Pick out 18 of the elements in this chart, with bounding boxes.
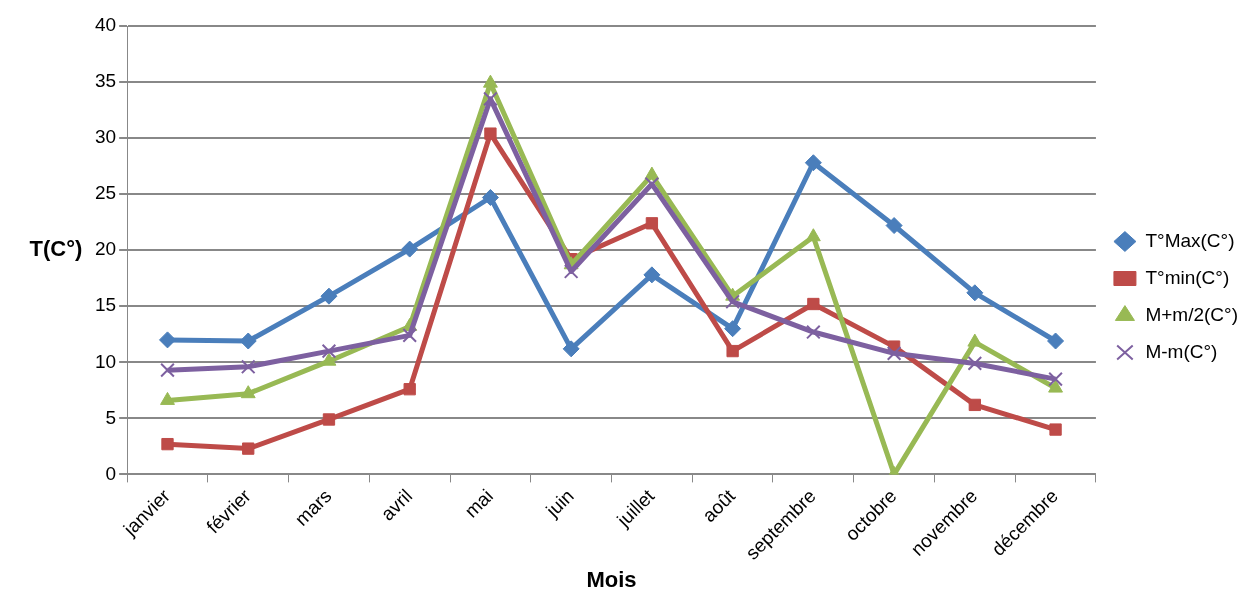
- y-axis-title: T(C°): [29, 236, 83, 262]
- y-tick-label: 15: [94, 294, 117, 316]
- y-tick-label: 20: [94, 238, 117, 260]
- y-tick-label: 25: [94, 182, 117, 204]
- legend-label: M-m(C°): [1145, 340, 1218, 362]
- legend-label: M+m/2(C°): [1145, 303, 1239, 325]
- legend-label: T°min(C°): [1145, 266, 1230, 288]
- y-tick-label: 5: [105, 406, 117, 428]
- x-tick-label: juin: [541, 485, 578, 522]
- y-tick-label: 0: [105, 462, 117, 484]
- x-axis-title: Mois: [586, 567, 637, 592]
- y-tick-label: 30: [94, 126, 117, 148]
- x-tick-label: août: [698, 484, 740, 527]
- y-tick-label: 10: [94, 350, 117, 372]
- legend-label: T°Max(C°): [1145, 229, 1235, 251]
- y-tick-label: 35: [94, 70, 117, 92]
- y-tick-label: 40: [94, 14, 117, 36]
- x-tick-label: mai: [460, 485, 497, 522]
